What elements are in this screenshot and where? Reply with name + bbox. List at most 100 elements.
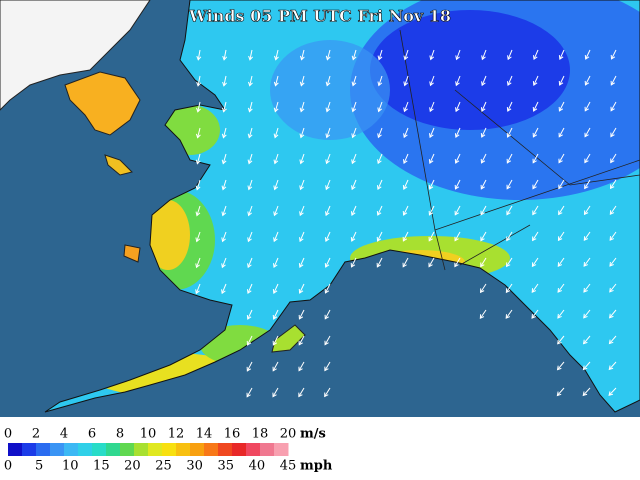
coastline bbox=[44, 0, 640, 413]
wind-arrow bbox=[222, 153, 227, 164]
wind-arrow bbox=[584, 101, 591, 112]
wind-arrow-head bbox=[454, 210, 459, 216]
wind-arrow bbox=[533, 101, 539, 112]
wind-arrow bbox=[247, 283, 253, 294]
wind-arrow-head bbox=[480, 107, 486, 113]
wind-arrow-head bbox=[377, 159, 382, 165]
wind-arrow bbox=[404, 49, 409, 60]
wind-arrows bbox=[195, 49, 617, 398]
wind-arrow bbox=[582, 387, 591, 396]
wind-arrow-head bbox=[609, 236, 615, 241]
wind-arrow bbox=[429, 101, 435, 112]
wind-arrow bbox=[531, 283, 539, 293]
wind-arrow bbox=[247, 309, 253, 320]
chukotka bbox=[0, 0, 151, 111]
wind-arrow bbox=[247, 335, 253, 346]
wind-arrow bbox=[298, 361, 305, 371]
wind-arrow-head bbox=[557, 288, 562, 293]
wind-arrow-head bbox=[196, 107, 201, 113]
wind-arrow bbox=[609, 335, 617, 344]
borders bbox=[399, 29, 640, 271]
legend-ms-label: 20 bbox=[280, 427, 297, 442]
wind-arrow-head bbox=[402, 185, 408, 190]
wind-arrow bbox=[248, 127, 253, 138]
wind-arrow-head bbox=[429, 81, 434, 87]
legend-mph-label: 40 bbox=[249, 459, 266, 474]
wind-arrow bbox=[272, 361, 279, 372]
wind-arrow-head bbox=[324, 262, 330, 268]
legend-swatch bbox=[92, 443, 107, 456]
wind-arrow bbox=[300, 127, 305, 138]
wind-arrow bbox=[222, 205, 227, 216]
wind-arrow-head bbox=[532, 81, 538, 86]
wind-arrow bbox=[429, 153, 435, 164]
wind-arrow-head bbox=[195, 211, 201, 217]
wind-arrow-head bbox=[558, 158, 563, 164]
wind-arrow-head bbox=[428, 184, 434, 190]
wind-arrow-head bbox=[556, 365, 562, 371]
wind-arrow bbox=[325, 231, 331, 242]
legend-ms-label: 10 bbox=[140, 427, 157, 442]
legend-mph-label: 30 bbox=[186, 459, 203, 474]
wind-arrow-head bbox=[377, 81, 383, 87]
wind-arrow-head bbox=[506, 210, 511, 216]
wind-arrow bbox=[481, 75, 487, 86]
wind-arrow-head bbox=[480, 210, 485, 216]
wind-arrow-head bbox=[298, 263, 304, 268]
wind-arrow bbox=[558, 153, 565, 163]
wind-arrow-head bbox=[582, 339, 588, 345]
wind-arrow-head bbox=[584, 106, 589, 112]
wind-arrow-head bbox=[246, 392, 251, 398]
wind-arrow bbox=[325, 283, 331, 294]
wind-arrow bbox=[324, 387, 331, 397]
wind-arrow-head bbox=[351, 133, 356, 139]
wind-arrow bbox=[558, 101, 565, 112]
wind-arrow-head bbox=[506, 262, 511, 268]
legend-swatch bbox=[162, 443, 177, 456]
wind-arrow bbox=[352, 75, 357, 86]
wind-arrow-head bbox=[299, 107, 305, 113]
wind-arrow bbox=[275, 75, 279, 86]
wind-arrow bbox=[324, 309, 331, 320]
wind-arrow bbox=[429, 179, 435, 190]
wind-arrow bbox=[378, 75, 383, 86]
wind-arrow bbox=[608, 361, 617, 370]
wind-arrow bbox=[610, 101, 617, 111]
wind-arrow-head bbox=[272, 314, 278, 320]
wind-arrow bbox=[249, 49, 253, 60]
wind-arrow-head bbox=[455, 107, 460, 113]
wind-arrow bbox=[532, 231, 539, 241]
legend-mph-label: 0 bbox=[4, 459, 12, 474]
wind-arrow bbox=[301, 49, 305, 60]
wind-arrow bbox=[351, 205, 357, 216]
wind-arrow-head bbox=[195, 237, 201, 243]
wind-arrow bbox=[273, 309, 279, 320]
wind-arrow-head bbox=[584, 132, 589, 138]
wind-arrow-head bbox=[532, 55, 538, 61]
wind-arrow bbox=[248, 101, 253, 112]
wind-arrow-head bbox=[532, 184, 537, 190]
wind-arrow-head bbox=[221, 185, 227, 191]
wind-arrow bbox=[480, 257, 487, 267]
legend-swatch bbox=[134, 443, 149, 456]
wind-arrow bbox=[557, 283, 565, 293]
wind-arrow bbox=[609, 283, 617, 293]
wind-arrow bbox=[506, 205, 513, 215]
wind-arrow bbox=[583, 231, 591, 241]
wind-arrow-head bbox=[481, 81, 486, 87]
wind-arrow-head bbox=[246, 366, 252, 372]
wind-arrow-head bbox=[325, 211, 330, 217]
legend-ms-label: 18 bbox=[252, 427, 269, 442]
wind-arrow-head bbox=[506, 158, 512, 164]
legend-swatch bbox=[190, 443, 205, 456]
wind-arrow-head bbox=[273, 133, 279, 139]
wind-arrow bbox=[300, 75, 305, 86]
wind-arrow bbox=[298, 309, 305, 320]
wind-arrow-head bbox=[246, 340, 252, 346]
wind-arrow-head bbox=[247, 159, 253, 165]
wind-arrow-head bbox=[454, 236, 459, 242]
wind-arrow bbox=[609, 309, 617, 319]
wind-arrow bbox=[584, 179, 591, 189]
wind-arrow-head bbox=[246, 315, 252, 320]
legend-swatch bbox=[246, 443, 261, 456]
